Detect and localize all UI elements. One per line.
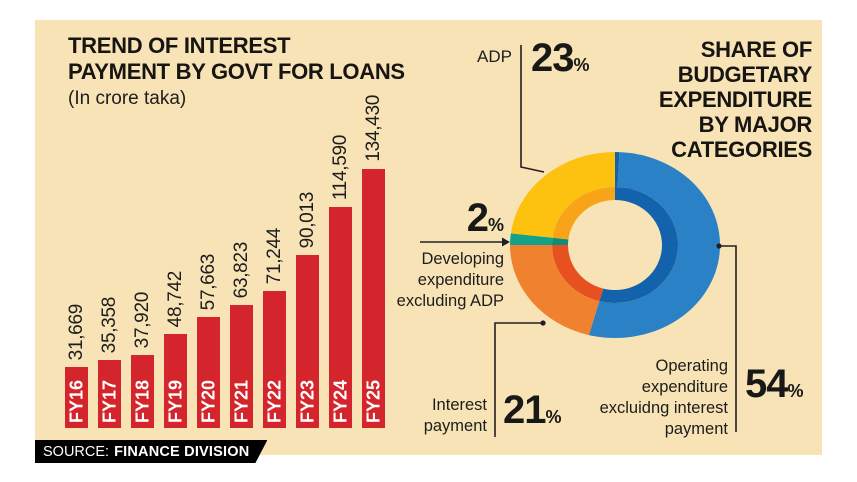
operating-label-line: expenditure	[641, 378, 728, 396]
bar-fy21: FY21	[230, 305, 253, 428]
bar-fy20: FY20	[197, 317, 220, 428]
bar-column-fy21: FY21 63,823	[230, 160, 253, 428]
leader-line	[719, 245, 737, 432]
donut-slice	[552, 187, 615, 240]
operating-percent-value: 54	[745, 362, 788, 406]
bar-category-label: FY16	[66, 379, 86, 423]
donut-slice	[552, 245, 604, 302]
bar-category-label: FY23	[297, 379, 317, 423]
developing-percent-value: 2	[466, 196, 489, 240]
bar-category-label: FY24	[330, 379, 350, 423]
bar-column-fy18: FY18 37,920	[131, 160, 154, 428]
bar-category-label: FY21	[231, 379, 251, 423]
bar-column-fy25: FY25 134,430	[362, 95, 385, 428]
leader-line	[520, 45, 545, 173]
bar-column-fy19: FY19 48,742	[164, 160, 187, 428]
interest-percent: 21%	[503, 388, 562, 433]
developing-percent: 2%	[430, 196, 504, 241]
donut-slice	[599, 187, 678, 303]
bar-value-label: 114,590	[329, 134, 351, 200]
donut-title-line: BY MAJOR	[698, 112, 813, 137]
bar-fy19: FY19	[164, 334, 187, 428]
interest-label-line: Interest	[431, 396, 487, 414]
developing-label: Developing expenditure excluding ADP	[388, 249, 504, 312]
donut-chart	[420, 45, 737, 437]
bar-chart-title: TREND OF INTEREST PAYMENT BY GOVT FOR LO…	[68, 33, 405, 112]
interest-percent-value: 21	[503, 388, 546, 432]
source-name: FINANCE DIVISION	[114, 443, 250, 460]
operating-percent: 54%	[745, 362, 804, 407]
interest-label-line: payment	[423, 417, 487, 435]
bar-value-label: 90,013	[296, 191, 318, 248]
donut-title-line: EXPENDITURE	[658, 87, 812, 112]
operating-label-line: Operating	[655, 357, 728, 375]
developing-label-line: excluding ADP	[396, 292, 504, 310]
bar-fy18: FY18	[131, 355, 154, 428]
bar-column-fy16: FY16 31,669	[65, 160, 88, 428]
bar-category-label: FY19	[165, 379, 185, 423]
bar-value-label: 37,920	[131, 291, 153, 348]
source-prefix: SOURCE:	[43, 443, 110, 460]
source-strip: SOURCE: FINANCE DIVISION	[35, 440, 267, 463]
bar-fy24: FY24	[329, 207, 352, 428]
bar-column-fy17: FY17 35,358	[98, 160, 121, 428]
bar-fy16: FY16	[65, 367, 88, 428]
percent-sign: %	[573, 55, 590, 75]
donut-title-line: SHARE OF	[700, 37, 813, 62]
bar-chart-title-line1: TREND OF INTEREST	[68, 33, 291, 58]
bar-column-fy23: FY23 90,013	[296, 160, 319, 428]
bar-category-label: FY18	[132, 379, 152, 423]
leader-line	[494, 322, 543, 437]
percent-sign: %	[545, 407, 562, 427]
bar-column-fy20: FY20 57,663	[197, 160, 220, 428]
bar-fy23: FY23	[296, 255, 319, 428]
bar-value-label: 57,663	[197, 253, 219, 310]
donut-chart-title: SHARE OF BUDGETARY EXPENDITURE BY MAJOR …	[630, 37, 812, 162]
adp-label: ADP	[477, 47, 512, 66]
bar-value-label: 63,823	[230, 241, 252, 298]
bar-value-label: 35,358	[98, 296, 120, 353]
bar-value-label: 48,742	[164, 270, 186, 327]
bar-fy22: FY22	[263, 291, 286, 428]
bar-column-fy24: FY24 114,590	[329, 135, 352, 428]
bar-value-label: 134,430	[362, 95, 384, 162]
bar-column-fy22: FY22 71,244	[263, 160, 286, 428]
donut-title-line: BUDGETARY	[677, 62, 813, 87]
donut-slice	[615, 152, 620, 188]
bar-value-label: 71,244	[263, 227, 285, 284]
bar-fy17: FY17	[98, 360, 121, 428]
developing-label-line: Developing	[421, 250, 504, 268]
donut-title-line: CATEGORIES	[671, 137, 812, 162]
bar-fy25: FY25	[362, 169, 385, 428]
bar-chart: FY16 31,669 FY17 35,358 FY18 37,920 FY19 48,742…	[65, 95, 385, 428]
interest-label: Interest payment	[375, 395, 487, 437]
leader-dot	[716, 243, 722, 249]
percent-sign: %	[487, 215, 504, 235]
donut-slice	[510, 233, 553, 245]
developing-label-line: expenditure	[417, 271, 504, 289]
adp-percent: 23%	[531, 36, 590, 81]
operating-label: Operating expenditure excluidng interest…	[588, 356, 728, 440]
bar-category-label: FY17	[99, 379, 119, 423]
donut-slice	[510, 152, 615, 238]
percent-sign: %	[787, 381, 804, 401]
bar-value-label: 31,669	[65, 303, 87, 360]
bar-chart-title-line2: PAYMENT BY GOVT FOR LOANS	[68, 59, 405, 84]
arrowhead	[502, 237, 510, 247]
bar-category-label: FY22	[264, 379, 284, 423]
adp-percent-value: 23	[531, 36, 574, 80]
operating-label-line: excluidng interest	[599, 399, 728, 417]
leader-dot	[540, 320, 546, 326]
bar-category-label: FY20	[198, 379, 218, 423]
donut-slice	[552, 237, 569, 245]
donut-slice	[588, 152, 720, 338]
donut-slice	[510, 245, 600, 336]
operating-label-line: payment	[664, 420, 728, 438]
bar-chart-unit: (In crore taka)	[68, 88, 187, 109]
